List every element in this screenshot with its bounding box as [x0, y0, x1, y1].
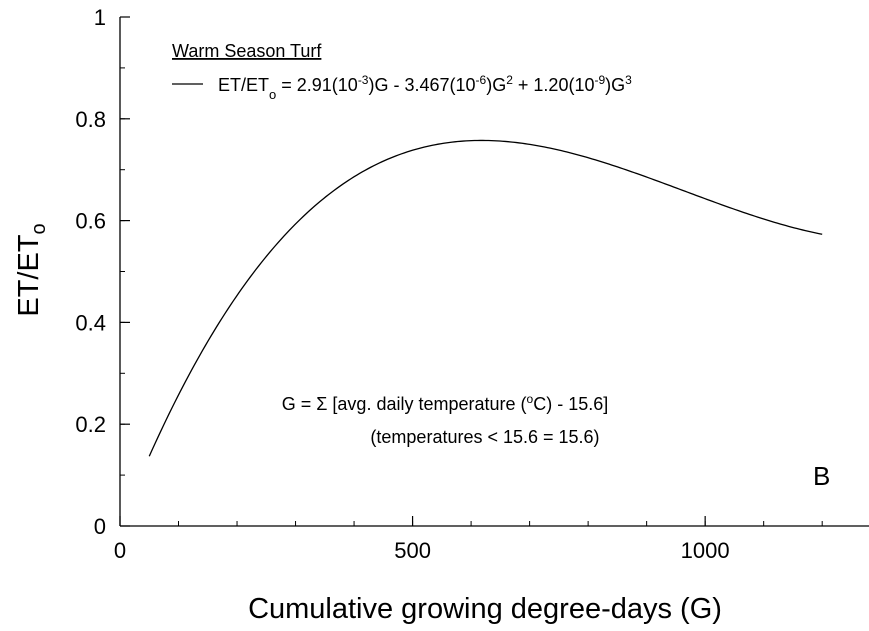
legend-equation: ET/ETo = 2.91(10-3)G - 3.467(10-6)G2 + 1…: [218, 73, 632, 102]
equation-sup: -3: [358, 73, 369, 87]
equation-sup: 3: [625, 73, 632, 87]
legend-title: Warm Season Turf: [172, 41, 322, 61]
ticks: 0 0.2 0.4 0.6 0.8 1 0 500 1000: [75, 5, 823, 563]
y-tick-label: 0: [94, 514, 106, 539]
panel-label: B: [813, 461, 830, 491]
formula-text: G =: [282, 394, 317, 414]
y-tick-label: 1: [94, 5, 106, 30]
formula-sup: o: [527, 392, 534, 406]
equation-text: = 2.91(10: [276, 75, 358, 95]
series-line-warm-season-turf: [148, 139, 823, 457]
formula-text: C) - 15.6]: [533, 394, 608, 414]
x-tick-label: 500: [394, 538, 431, 563]
x-tick-label: 0: [114, 538, 126, 563]
equation-text: )G - 3.467(10: [368, 75, 475, 95]
equation-sup: -9: [594, 73, 605, 87]
equation-text: ET/ET: [218, 75, 269, 95]
y-axis-title-sub: o: [28, 223, 50, 234]
formula-annotation: G = Σ [avg. daily temperature (oC) - 15.…: [282, 392, 608, 414]
equation-text: + 1.20(10: [513, 75, 595, 95]
x-axis-title: Cumulative growing degree-days (G): [248, 593, 722, 625]
formula-text: [avg. daily temperature (: [327, 394, 526, 414]
equation-sup: 2: [506, 73, 513, 87]
x-tick-label: 1000: [681, 538, 730, 563]
y-axis-title: ET/ETo: [13, 223, 50, 316]
y-tick-label: 0.2: [75, 412, 106, 437]
equation-sub: o: [269, 87, 276, 102]
y-axis-title-main: ET/ET: [13, 234, 45, 316]
equation-sup: -6: [476, 73, 487, 87]
y-tick-label: 0.8: [75, 107, 106, 132]
series: [148, 139, 823, 457]
equation-text: )G: [605, 75, 625, 95]
note-annotation: (temperatures < 15.6 = 15.6): [370, 427, 599, 447]
y-tick-label: 0.6: [75, 209, 106, 234]
equation-text: )G: [486, 75, 506, 95]
formula-text: Σ: [316, 394, 327, 414]
y-tick-label: 0.4: [75, 310, 106, 335]
